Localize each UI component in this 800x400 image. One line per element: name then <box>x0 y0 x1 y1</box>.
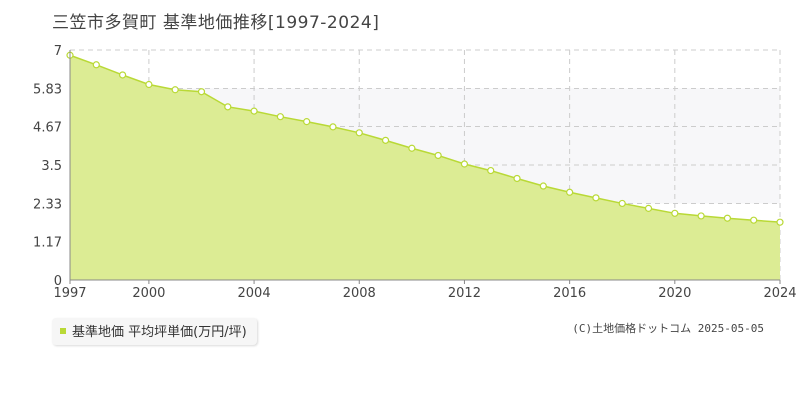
data-point <box>408 144 416 152</box>
data-point <box>434 151 442 160</box>
y-tick-label: 4.67 <box>33 121 62 136</box>
data-point <box>250 107 258 115</box>
y-tick-labels: 0 1.17 2.33 3.5 4.67 5.83 7 <box>33 44 62 289</box>
y-tick-label: 3.5 <box>41 159 62 174</box>
data-point <box>750 216 758 224</box>
data-point <box>513 174 521 183</box>
data-point <box>539 182 547 190</box>
series-line <box>69 54 781 223</box>
series-points <box>66 51 784 226</box>
data-point <box>355 129 363 137</box>
x-tick-label: 2012 <box>448 286 481 301</box>
y-tick-label: 2.33 <box>33 197 62 212</box>
data-point <box>276 113 284 121</box>
data-point <box>145 80 153 89</box>
credit-text: (C)土地価格ドットコム 2025-05-05 <box>572 322 764 335</box>
x-tick-label: 2024 <box>763 286 796 301</box>
data-point <box>487 166 495 175</box>
y-tick-label: 1.17 <box>33 236 62 251</box>
data-point <box>697 212 705 220</box>
data-point <box>329 123 337 131</box>
data-point <box>460 160 469 168</box>
y-tick-label: 5.83 <box>33 82 62 97</box>
legend-marker <box>60 327 66 334</box>
data-point <box>92 61 100 69</box>
legend-label: 基準地価 平均坪単価(万円/坪) <box>72 325 247 340</box>
x-tick-label: 2020 <box>658 286 691 301</box>
y-tick-label: 7 <box>54 44 62 59</box>
data-point <box>566 188 574 196</box>
data-point <box>776 218 784 226</box>
data-point <box>592 194 600 202</box>
legend: 基準地価 平均坪単価(万円/坪) <box>52 318 257 345</box>
data-point <box>671 209 679 217</box>
area-fill <box>70 55 780 281</box>
x-tick-label: 2000 <box>132 286 165 301</box>
data-point <box>303 118 311 126</box>
data-point <box>197 88 206 96</box>
data-point <box>224 103 232 111</box>
y-tick-label: 0 <box>54 274 62 289</box>
data-point <box>644 204 653 212</box>
data-point <box>171 86 179 94</box>
x-tick-label: 2004 <box>238 286 271 301</box>
data-point <box>618 199 626 208</box>
x-tick-label: 2016 <box>553 286 586 301</box>
data-point <box>118 71 127 79</box>
data-point <box>381 136 390 144</box>
chart-title: 三笠市多賀町 基準地価推移[1997-2024] <box>52 13 380 33</box>
x-tick-labels: 1997 2000 2004 2008 2012 2016 2020 2024 <box>53 280 797 301</box>
x-tick-label: 2008 <box>343 286 376 301</box>
x-tick-label: 1997 <box>53 286 86 301</box>
data-point <box>723 214 732 222</box>
